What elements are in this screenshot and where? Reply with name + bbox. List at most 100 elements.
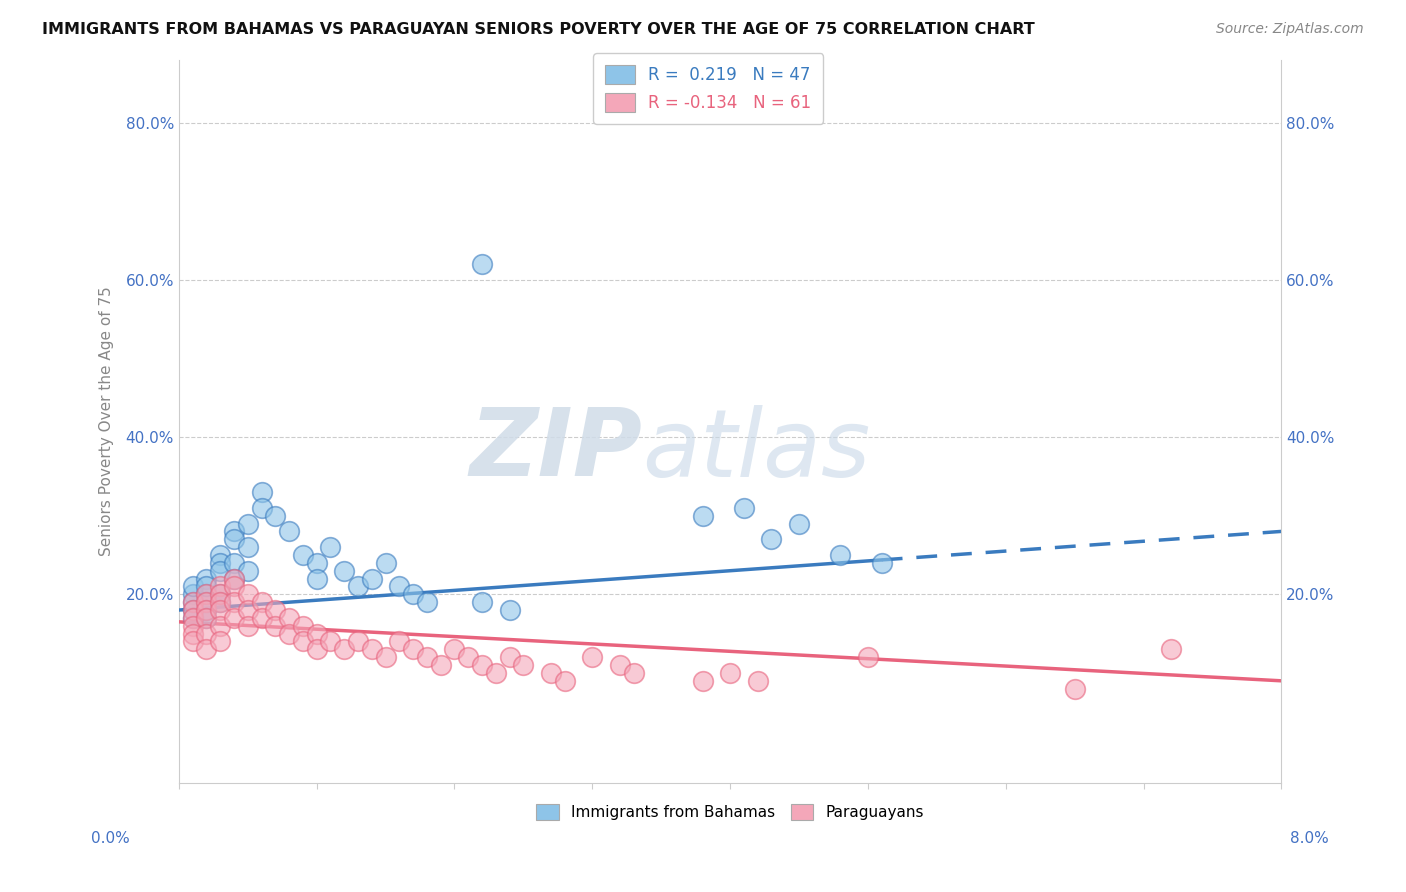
Point <box>718 665 741 680</box>
Point <box>761 533 783 547</box>
Point <box>195 611 218 625</box>
Point <box>181 603 204 617</box>
Point <box>250 611 273 625</box>
Point <box>209 564 232 578</box>
Point <box>429 658 451 673</box>
Point <box>222 524 245 539</box>
Point <box>222 579 245 593</box>
Point <box>457 650 479 665</box>
Point <box>305 626 328 640</box>
Point <box>787 516 810 531</box>
Point <box>236 603 259 617</box>
Point <box>195 579 218 593</box>
Point <box>181 634 204 648</box>
Point <box>540 665 562 680</box>
Point <box>360 572 382 586</box>
Point <box>181 626 204 640</box>
Point <box>830 548 852 562</box>
Point <box>305 556 328 570</box>
Text: atlas: atlas <box>643 405 870 496</box>
Point <box>485 665 508 680</box>
Point <box>416 650 439 665</box>
Point <box>1160 642 1182 657</box>
Point <box>195 603 218 617</box>
Point <box>1063 681 1085 696</box>
Point <box>181 595 204 609</box>
Point <box>333 564 356 578</box>
Point <box>388 579 411 593</box>
Point <box>305 642 328 657</box>
Point <box>181 587 204 601</box>
Point <box>443 642 465 657</box>
Point <box>733 500 755 515</box>
Point <box>181 619 204 633</box>
Point <box>471 595 494 609</box>
Point <box>278 611 301 625</box>
Point <box>236 540 259 554</box>
Point <box>209 556 232 570</box>
Text: ZIP: ZIP <box>470 404 643 496</box>
Point <box>222 572 245 586</box>
Point <box>416 595 439 609</box>
Text: 0.0%: 0.0% <box>91 831 131 846</box>
Point <box>347 634 370 648</box>
Point <box>222 611 245 625</box>
Point <box>236 619 259 633</box>
Point <box>236 587 259 601</box>
Point <box>236 564 259 578</box>
Point <box>195 611 218 625</box>
Point <box>209 587 232 601</box>
Point <box>181 603 204 617</box>
Point <box>402 587 425 601</box>
Point <box>181 579 204 593</box>
Point <box>512 658 534 673</box>
Point <box>195 595 218 609</box>
Point <box>264 603 287 617</box>
Point <box>291 548 314 562</box>
Point <box>498 603 520 617</box>
Point <box>195 626 218 640</box>
Point <box>195 595 218 609</box>
Point <box>209 634 232 648</box>
Point <box>319 540 342 554</box>
Point <box>747 673 769 688</box>
Point <box>291 619 314 633</box>
Point <box>195 642 218 657</box>
Point <box>319 634 342 648</box>
Point <box>402 642 425 657</box>
Point <box>609 658 631 673</box>
Point <box>181 595 204 609</box>
Point <box>264 508 287 523</box>
Point <box>291 634 314 648</box>
Point <box>222 572 245 586</box>
Point <box>692 673 714 688</box>
Point <box>471 257 494 271</box>
Point <box>581 650 603 665</box>
Point <box>278 626 301 640</box>
Point <box>471 658 494 673</box>
Point <box>250 500 273 515</box>
Text: 8.0%: 8.0% <box>1289 831 1329 846</box>
Point <box>181 611 204 625</box>
Legend: Immigrants from Bahamas, Paraguayans: Immigrants from Bahamas, Paraguayans <box>530 797 931 826</box>
Point <box>209 603 232 617</box>
Text: IMMIGRANTS FROM BAHAMAS VS PARAGUAYAN SENIORS POVERTY OVER THE AGE OF 75 CORRELA: IMMIGRANTS FROM BAHAMAS VS PARAGUAYAN SE… <box>42 22 1035 37</box>
Point <box>195 587 218 601</box>
Point <box>222 556 245 570</box>
Point <box>333 642 356 657</box>
Point <box>554 673 576 688</box>
Point <box>870 556 893 570</box>
Point <box>236 516 259 531</box>
Point <box>250 485 273 500</box>
Point <box>347 579 370 593</box>
Point <box>264 619 287 633</box>
Point <box>209 595 232 609</box>
Point <box>278 524 301 539</box>
Point <box>692 508 714 523</box>
Point <box>374 556 396 570</box>
Point <box>374 650 396 665</box>
Text: Source: ZipAtlas.com: Source: ZipAtlas.com <box>1216 22 1364 37</box>
Point <box>195 572 218 586</box>
Point <box>360 642 382 657</box>
Point <box>209 579 232 593</box>
